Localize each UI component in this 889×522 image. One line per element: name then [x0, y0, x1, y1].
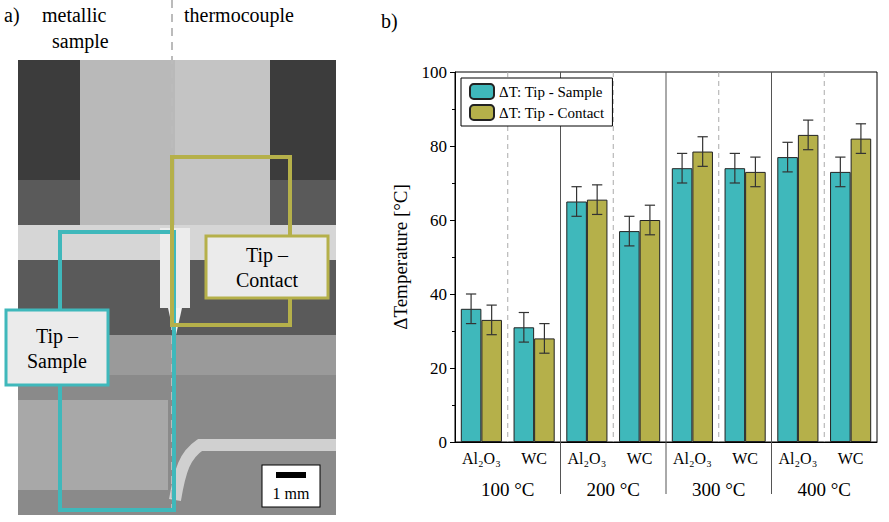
svg-text:Tip –: Tip –	[36, 325, 79, 348]
svg-text:100 °C: 100 °C	[481, 479, 535, 500]
svg-text:80: 80	[430, 137, 447, 156]
svg-text:1 mm: 1 mm	[273, 485, 310, 502]
svg-text:0: 0	[439, 433, 448, 452]
svg-text:WC: WC	[627, 450, 653, 467]
svg-text:60: 60	[430, 211, 447, 230]
svg-text:Tip –: Tip –	[246, 244, 289, 267]
svg-text:ΔT: Tip - Contact: ΔT: Tip - Contact	[499, 105, 605, 121]
svg-text:Al₂O₃: Al₂O₃	[462, 450, 501, 467]
svg-text:sample: sample	[52, 30, 109, 53]
svg-text:metallic: metallic	[42, 4, 107, 26]
svg-text:100: 100	[422, 63, 448, 82]
svg-text:ΔT: Tip - Sample: ΔT: Tip - Sample	[499, 84, 603, 100]
svg-text:WC: WC	[521, 450, 547, 467]
svg-text:b): b)	[381, 10, 398, 33]
svg-text:Al₂O₃: Al₂O₃	[779, 450, 818, 467]
svg-text:a): a)	[4, 4, 20, 27]
svg-text:ΔTemperature [°C]: ΔTemperature [°C]	[390, 184, 411, 330]
svg-text:WC: WC	[838, 450, 864, 467]
svg-text:Al₂O₃: Al₂O₃	[568, 450, 607, 467]
svg-text:Contact: Contact	[236, 269, 299, 291]
svg-text:Sample: Sample	[27, 350, 87, 373]
svg-text:20: 20	[430, 359, 447, 378]
svg-text:200 °C: 200 °C	[586, 479, 640, 500]
svg-text:40: 40	[430, 285, 447, 304]
svg-text:Al₂O₃: Al₂O₃	[673, 450, 712, 467]
svg-text:300 °C: 300 °C	[692, 479, 746, 500]
svg-text:400 °C: 400 °C	[797, 479, 851, 500]
svg-text:thermocouple: thermocouple	[184, 4, 294, 27]
svg-text:WC: WC	[732, 450, 758, 467]
